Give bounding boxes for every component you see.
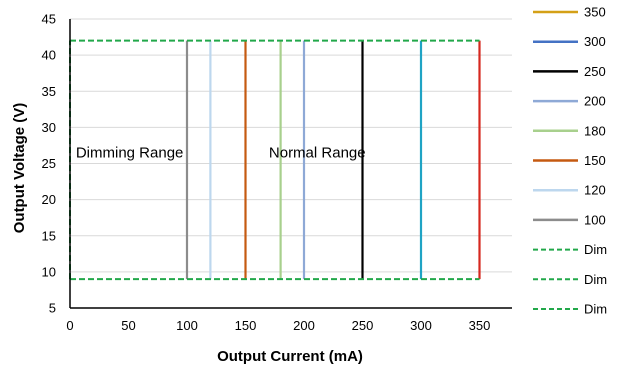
y-tick-label: 10 <box>42 264 56 279</box>
legend-label: Dim <box>584 302 607 317</box>
legend-label: Dim <box>584 242 607 257</box>
y-tick-label: 35 <box>42 84 56 99</box>
legend-item: 350 <box>533 5 606 20</box>
legend-label: 180 <box>584 123 606 138</box>
x-tick-label: 250 <box>352 318 374 333</box>
legend-item: 200 <box>533 94 606 109</box>
annotation-label: Dimming Range <box>76 145 184 162</box>
legend-item: 100 <box>533 212 606 227</box>
legend-item: Dim <box>533 302 607 317</box>
y-tick-label: 5 <box>49 301 56 316</box>
gridlines <box>70 18 512 273</box>
x-tick-label: 200 <box>293 318 315 333</box>
y-axis-title: Output Voltage (V) <box>11 103 28 234</box>
y-tick-label: 45 <box>42 12 56 27</box>
annotation-label: Normal Range <box>269 145 366 162</box>
legend-item: 180 <box>533 123 606 138</box>
legend-label: 200 <box>584 94 606 109</box>
legend-item: Dim <box>533 242 607 257</box>
legend-item: 150 <box>533 153 606 168</box>
legend-label: 300 <box>584 34 606 49</box>
legend-item: 120 <box>533 183 606 198</box>
y-tick-label: 20 <box>42 192 56 207</box>
legend: 350 300 250 200 180 150 120 100 Dim Dim Dim <box>533 5 607 317</box>
y-tick-label: 25 <box>42 156 56 171</box>
x-tick-label: 150 <box>235 318 257 333</box>
legend-label: 150 <box>584 153 606 168</box>
x-tick-label: 300 <box>410 318 432 333</box>
x-tick-label: 100 <box>176 318 198 333</box>
legend-item: 250 <box>533 64 606 79</box>
legend-label: 120 <box>584 183 606 198</box>
x-axis-title: Output Current (mA) <box>217 348 363 365</box>
tick-labels: 0 50 100 150 200 250 300 350 5 10 15 20 25 30 35 40 45 <box>42 12 491 334</box>
x-tick-label: 350 <box>469 318 491 333</box>
legend-label: Dim <box>584 272 607 287</box>
legend-item: Dim <box>533 272 607 287</box>
legend-label: 350 <box>584 5 606 20</box>
annotations: Dimming Range Normal Range <box>76 145 366 162</box>
legend-item: 300 <box>533 34 606 49</box>
y-tick-label: 15 <box>42 228 56 243</box>
legend-label: 100 <box>584 212 606 227</box>
y-tick-label: 30 <box>42 120 56 135</box>
x-tick-label: 50 <box>121 318 135 333</box>
axes <box>69 19 512 309</box>
y-tick-label: 40 <box>42 48 56 63</box>
legend-label: 250 <box>584 64 606 79</box>
x-tick-label: 0 <box>66 318 73 333</box>
